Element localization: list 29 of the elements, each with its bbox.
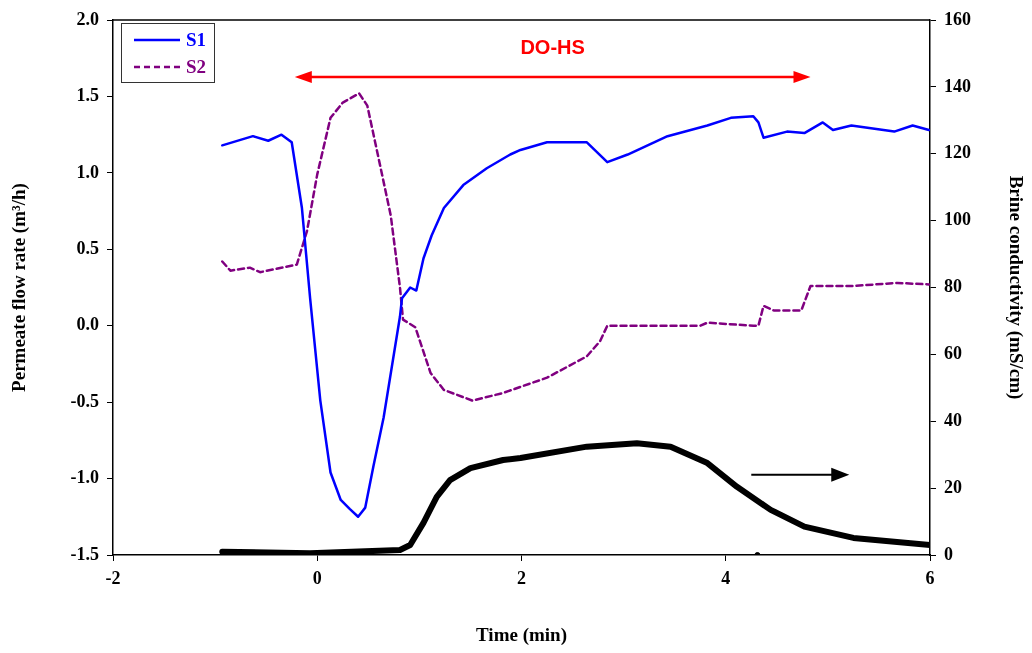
y-tick-label: -1.5 [70, 543, 99, 564]
y2-tick-label: 100 [944, 209, 971, 230]
y2-tick-label: 140 [944, 75, 971, 96]
y2-tick-label: 40 [944, 409, 962, 430]
y-tick-label: -1.0 [70, 467, 99, 488]
y2-tick-label: 80 [944, 276, 962, 297]
y-tick-label: 0.5 [76, 237, 99, 258]
x-tick-label: -2 [105, 568, 121, 589]
y-tick-label: 0.0 [76, 314, 99, 335]
legend-label: S2 [186, 55, 207, 78]
y2-tick-label: 0 [944, 543, 953, 564]
y2-tick-label: 20 [944, 476, 962, 497]
x-axis-title: Time (min) [476, 623, 567, 646]
y2-tick-label: 120 [944, 142, 971, 163]
y2-tick-label: 160 [944, 8, 971, 29]
y2-tick-label: 60 [944, 343, 962, 364]
y-tick-label: 2.0 [76, 8, 99, 29]
y-tick-label: 1.5 [76, 85, 99, 106]
annotation: DO-HS [520, 35, 585, 58]
y-axis-title: Permeate flow rate (m³/h) [8, 183, 31, 392]
y-tick-label: 1.0 [76, 161, 99, 182]
x-tick-label: 2 [517, 568, 526, 589]
x-tick-label: 4 [721, 568, 731, 589]
y2-axis-title: Brine conductivity (mS/cm) [1004, 175, 1027, 400]
x-tick-label: 6 [925, 568, 935, 589]
legend-label: S1 [186, 28, 207, 51]
line-series [221, 92, 930, 402]
y-tick-label: -0.5 [70, 390, 99, 411]
x-tick-label: 0 [312, 568, 322, 589]
